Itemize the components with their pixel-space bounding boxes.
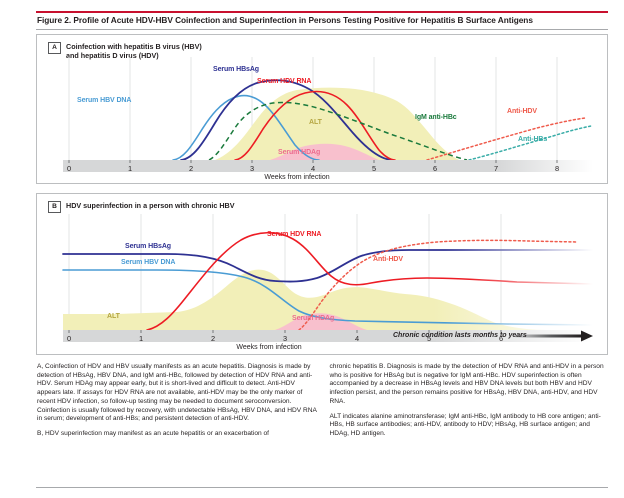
svg-text:7: 7 xyxy=(494,164,498,173)
note-abbreviations: ALT indicates alanine aminotransferase; … xyxy=(329,412,601,437)
panel-a-curve-anti-hbs xyxy=(468,125,592,161)
panel-a-curve-hdv-rna xyxy=(234,90,396,161)
panel-a-heading-line1: Coinfection with hepatitis B virus (HBV) xyxy=(66,42,202,51)
chronic-arrow-icon xyxy=(515,330,593,342)
svg-text:4: 4 xyxy=(311,164,315,173)
svg-text:6: 6 xyxy=(499,334,503,343)
panel-a-label-hbv-dna: Serum HBV DNA xyxy=(77,97,132,104)
notes-column-right: chronic hepatitis B. Diagnosis is made b… xyxy=(330,363,610,439)
note-b-cont: chronic hepatitis B. Diagnosis is made b… xyxy=(329,363,604,405)
panel-a-curve-hbv-dna xyxy=(172,94,320,161)
panel-b-plot: 0 1 2 3 4 5 6 xyxy=(37,194,607,354)
notes-column-left: A, Coinfection of HDV and HBV usually ma… xyxy=(37,363,317,439)
panel-a-heading-text: Coinfection with hepatitis B virus (HBV)… xyxy=(66,42,202,61)
svg-text:1: 1 xyxy=(128,164,132,173)
panel-b-heading: B HDV superinfection in a person with ch… xyxy=(48,201,235,213)
panel-a-curve-hbsag xyxy=(180,79,394,161)
panel-a-axis-caption: Weeks from infection xyxy=(264,174,330,181)
title-divider xyxy=(36,29,608,30)
panel-a-label-anti-hbs: Anti-HBs xyxy=(518,136,548,143)
svg-text:0: 0 xyxy=(67,164,71,173)
svg-text:2: 2 xyxy=(211,334,215,343)
panel-a-label-anti-hdv: Anti-HDV xyxy=(507,108,537,115)
note-b-intro: B, HDV superinfection may manifest as an… xyxy=(37,429,270,437)
panel-b-axis-caption: Weeks from infection xyxy=(236,344,302,351)
svg-text:0: 0 xyxy=(67,334,71,343)
chronic-condition-note: Chronic condition lasts months to years xyxy=(393,332,527,339)
panel-b-hdag-area xyxy=(275,313,367,330)
panel-a-plot: 0 1 2 3 4 5 6 7 8 xyxy=(37,35,607,183)
panel-b-curve-anti-hdv xyxy=(298,239,578,331)
panel-b-label-hdag: Serum HDAg xyxy=(292,315,335,322)
panel-a-hdag-area xyxy=(270,143,379,160)
svg-text:5: 5 xyxy=(372,164,376,173)
panel-b-label-hbv-dna: Serum HBV DNA xyxy=(121,259,176,266)
panel-a-axis-bar xyxy=(63,160,593,172)
panel-b-axis-tick-labels: 0 1 2 3 4 5 6 xyxy=(67,334,503,343)
panel-b-axis-bar xyxy=(63,330,593,342)
svg-text:3: 3 xyxy=(283,334,287,343)
panel-b-label-alt: ALT xyxy=(107,313,120,320)
panel-b-heading-text: HDV superinfection in a person with chro… xyxy=(66,201,235,210)
bottom-divider xyxy=(36,487,608,488)
panel-b-curve-hdv-rna xyxy=(146,231,594,331)
panel-b-label-hdv-rna: Serum HDV RNA xyxy=(267,231,322,238)
svg-text:8: 8 xyxy=(555,164,559,173)
panel-a-alt-area xyxy=(215,87,459,160)
panel-a-label-alt: ALT xyxy=(309,119,322,126)
svg-text:3: 3 xyxy=(250,164,254,173)
panel-a-axis-tick-labels: 0 1 2 3 4 5 6 7 8 xyxy=(67,164,559,173)
panel-b-curve-hbv-dna xyxy=(62,269,594,326)
figure-title: Figure 2. Profile of Acute HDV-HBV Coinf… xyxy=(37,15,533,25)
panel-a-svg: 0 1 2 3 4 5 6 7 8 xyxy=(63,57,593,173)
panel-a-letter: A xyxy=(48,42,61,54)
panel-a-label-hdv-rna: Serum HDV RNA xyxy=(257,78,312,85)
svg-text:4: 4 xyxy=(355,334,359,343)
panel-a-label-hbsag: Serum HBsAg xyxy=(213,66,259,73)
panel-a-heading: A Coinfection with hepatitis B virus (HB… xyxy=(48,42,202,61)
panel-a-curve-anti-hdv xyxy=(426,117,586,161)
panel-b-alt-area xyxy=(63,269,593,330)
panel-b-curve-hbsag xyxy=(62,249,594,283)
panel-a-label-igm-anti-hbc: IgM anti-HBc xyxy=(415,114,457,121)
svg-text:1: 1 xyxy=(139,334,143,343)
panel-b: B HDV superinfection in a person with ch… xyxy=(36,193,608,355)
panel-b-label-anti-hdv: Anti-HDV xyxy=(373,256,403,263)
svg-text:6: 6 xyxy=(433,164,437,173)
panel-a-curve-igm-anti-hbc xyxy=(208,101,468,161)
figure-notes: A, Coinfection of HDV and HBV usually ma… xyxy=(37,363,609,439)
note-a: A, Coinfection of HDV and HBV usually ma… xyxy=(37,363,317,423)
panel-b-letter: B xyxy=(48,201,61,213)
accent-rule xyxy=(36,11,608,13)
panel-b-svg: 0 1 2 3 4 5 6 xyxy=(62,214,594,343)
panel-b-axis-ticks xyxy=(68,330,502,333)
panel-a-label-hdag: Serum HDAg xyxy=(278,149,321,156)
panel-a-axis-ticks xyxy=(68,160,558,163)
panel-b-label-hbsag: Serum HBsAg xyxy=(125,243,171,250)
panel-a-heading-line2: and hepatitis D virus (HDV) xyxy=(66,51,159,61)
svg-text:2: 2 xyxy=(189,164,193,173)
panel-a: A Coinfection with hepatitis B virus (HB… xyxy=(36,34,608,184)
svg-text:5: 5 xyxy=(427,334,431,343)
